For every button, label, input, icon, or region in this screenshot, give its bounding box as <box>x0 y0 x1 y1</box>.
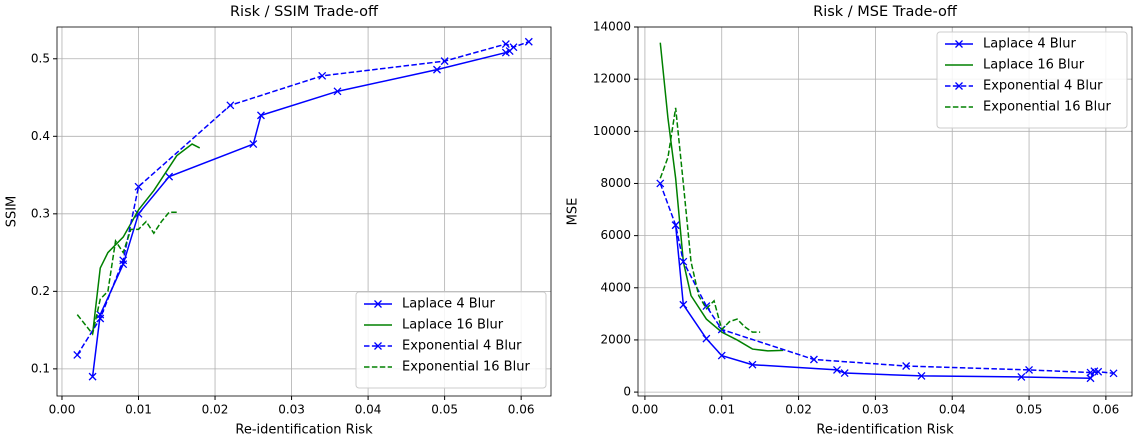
marker <box>440 57 449 66</box>
marker <box>226 101 235 110</box>
series-line <box>674 225 1096 380</box>
marker <box>134 182 143 191</box>
y-tick-label: 4000 <box>600 280 631 294</box>
x-tick-label: 0.00 <box>632 403 659 417</box>
y-tick-label: 12000 <box>593 72 631 86</box>
chart-title: Risk / SSIM Trade-off <box>230 4 379 20</box>
legend-label: Exponential 16 Blur <box>983 100 1111 115</box>
marker <box>679 300 688 309</box>
marker <box>134 209 143 218</box>
marker <box>1017 373 1026 381</box>
x-tick-label: 0.02 <box>202 403 229 417</box>
marker <box>256 111 265 120</box>
x-tick-label: 0.05 <box>431 403 458 417</box>
legend-label: Exponential 16 Blur <box>402 360 530 375</box>
marker <box>1094 367 1103 376</box>
y-tick-label: 0.3 <box>31 206 50 220</box>
y-tick-label: 0.4 <box>31 129 50 143</box>
legend-label: Laplace 4 Blur <box>983 37 1076 52</box>
y-axis-label: SSIM <box>5 196 20 228</box>
x-tick-label: 0.05 <box>1016 403 1043 417</box>
y-tick-label: 0 <box>623 385 631 399</box>
legend-box <box>936 31 1128 129</box>
marker <box>318 71 327 80</box>
x-tick-label: 0.03 <box>278 403 305 417</box>
series-line <box>76 41 530 356</box>
marker <box>501 40 510 49</box>
series-line <box>659 183 1114 375</box>
marker <box>333 87 342 96</box>
y-tick-label: 8000 <box>600 176 631 190</box>
x-tick-label: 0.02 <box>785 403 812 417</box>
y-tick-label: 14000 <box>593 20 631 34</box>
legend-marker <box>955 40 963 48</box>
x-tick-label: 0.06 <box>1093 403 1120 417</box>
marker <box>679 257 688 266</box>
marker <box>902 362 911 370</box>
marker <box>833 365 841 374</box>
legend-label: Exponential 4 Blur <box>983 79 1103 94</box>
marker <box>1025 365 1034 374</box>
marker <box>88 372 97 381</box>
chart-title: Risk / MSE Trade-off <box>813 4 958 20</box>
axes-frame <box>637 26 1133 397</box>
legend-box <box>355 291 547 389</box>
plot-area <box>73 37 533 381</box>
series-line <box>91 143 201 335</box>
marker <box>509 43 518 52</box>
x-tick-label: 0.04 <box>355 403 382 417</box>
marker <box>433 65 441 74</box>
series-line <box>76 211 177 336</box>
y-tick-label: 6000 <box>600 228 631 242</box>
x-tick-label: 0.03 <box>862 403 889 417</box>
x-tick-label: 0.01 <box>125 403 152 417</box>
y-tick-label: 2000 <box>600 332 631 346</box>
y-tick-label: 10000 <box>593 124 631 138</box>
x-axis-label: Re-identification Risk <box>816 423 954 438</box>
marker <box>165 172 174 181</box>
marker <box>717 351 726 360</box>
marker <box>840 369 849 378</box>
y-tick-label: 0.1 <box>31 361 50 375</box>
axes-frame <box>56 26 552 397</box>
legend-marker <box>955 82 963 90</box>
marker <box>1109 369 1118 378</box>
marker <box>119 256 128 265</box>
marker <box>249 140 258 149</box>
marker <box>809 355 818 364</box>
legend-label: Exponential 4 Blur <box>402 339 522 354</box>
series-line <box>659 107 761 333</box>
legend-label: Laplace 16 Blur <box>402 318 504 333</box>
marker <box>917 371 926 380</box>
x-tick-label: 0.06 <box>508 403 535 417</box>
y-tick-label: 0.5 <box>31 51 50 65</box>
y-tick-label: 0.2 <box>31 284 50 298</box>
marker <box>702 334 711 343</box>
marker <box>671 221 680 230</box>
marker <box>524 37 533 46</box>
marker <box>748 360 757 369</box>
legend-label: Laplace 4 Blur <box>402 297 495 312</box>
y-axis-label: MSE <box>566 198 581 226</box>
plot-area <box>656 42 1118 383</box>
x-tick-label: 0.04 <box>939 403 966 417</box>
marker <box>96 314 105 323</box>
legend-label: Laplace 16 Blur <box>983 58 1085 73</box>
marker <box>1086 368 1095 377</box>
legend-marker <box>374 300 382 308</box>
series-line <box>659 42 784 352</box>
marker <box>73 350 82 359</box>
x-axis-label: Re-identification Risk <box>235 423 373 438</box>
marker <box>656 179 665 188</box>
x-tick-label: 0.00 <box>49 403 76 417</box>
x-tick-label: 0.01 <box>708 403 735 417</box>
marker <box>1086 374 1095 383</box>
legend-marker <box>374 342 382 350</box>
